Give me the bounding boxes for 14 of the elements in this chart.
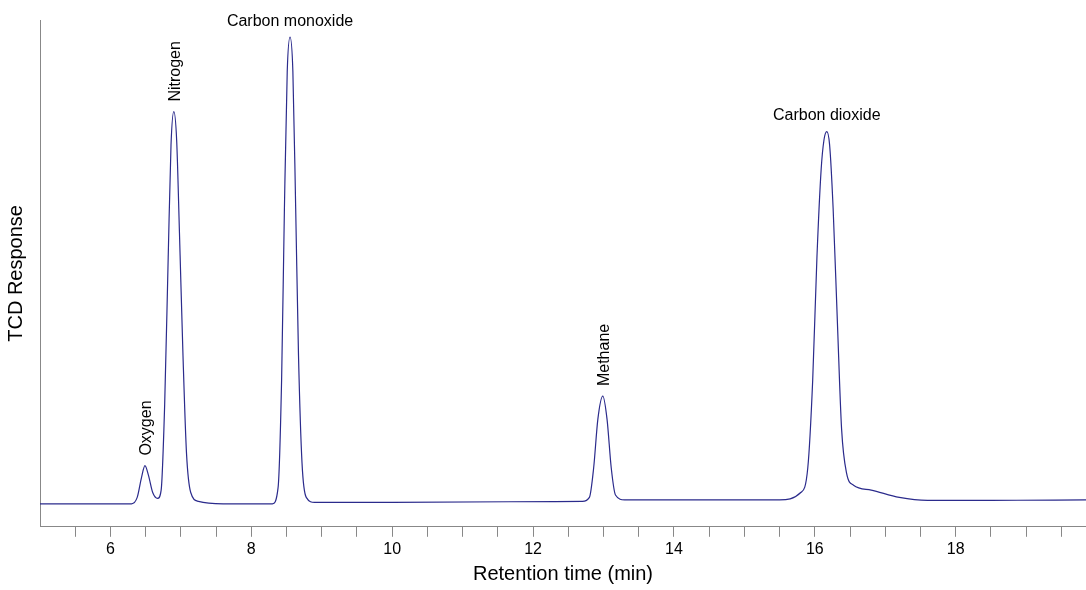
x-tick-label: 18 bbox=[946, 539, 965, 557]
x-tick-label: 10 bbox=[383, 539, 402, 557]
x-tick-label: 12 bbox=[524, 539, 543, 557]
annotation: Oxygen bbox=[136, 400, 154, 456]
x-axis-title: Retention time (min) bbox=[472, 561, 654, 584]
x-tick-label: 6 bbox=[105, 539, 115, 557]
y-axis-title: TCD Response bbox=[3, 205, 26, 342]
x-tick-label: 14 bbox=[665, 539, 683, 557]
x-tick-label: 16 bbox=[805, 539, 824, 557]
annotation: Carbon monoxide bbox=[226, 11, 354, 29]
annotation: Carbon dioxide bbox=[772, 106, 881, 124]
annotation: Nitrogen bbox=[165, 41, 183, 102]
annotation: Methane bbox=[594, 323, 612, 387]
x-tick-label: 8 bbox=[246, 539, 256, 557]
